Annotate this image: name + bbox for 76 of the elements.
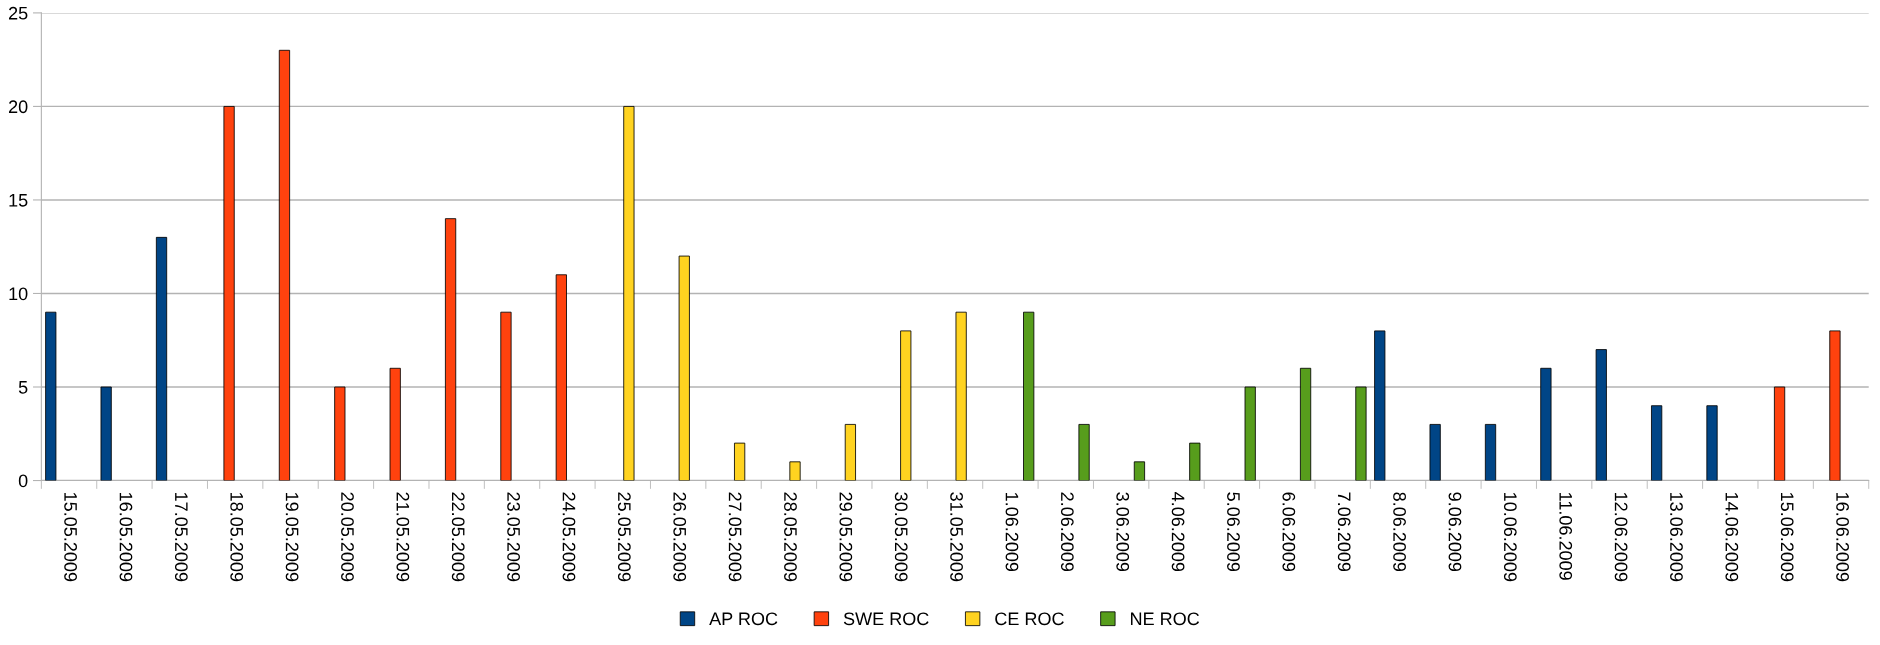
bar <box>1189 442 1201 481</box>
bar <box>389 367 401 481</box>
bar <box>1429 423 1441 481</box>
x-tick-label: 15.05.2009 <box>64 493 77 582</box>
x-tick-label: 25.05.2009 <box>617 492 631 582</box>
bar <box>789 461 801 481</box>
y-tick-label: 10 <box>9 287 28 301</box>
x-tick-label: 14.06.2009 <box>1725 493 1739 582</box>
x-tick-label: 31.05.2009 <box>950 492 963 582</box>
x-tick-label: 26.05.2009 <box>673 492 687 582</box>
bar <box>678 255 690 481</box>
bar <box>955 311 967 481</box>
x-tick-label: 12.06.2009 <box>1614 493 1628 582</box>
bar <box>1133 461 1146 481</box>
y-tick-label: 20 <box>8 100 28 114</box>
bar <box>734 442 746 481</box>
x-tick-label: 10.06.2009 <box>1503 493 1517 582</box>
legend-label: CE ROC <box>995 612 1064 626</box>
y-tick-label: 5 <box>18 381 28 394</box>
x-tick-label: 11.06.2009 <box>1559 493 1573 580</box>
bar <box>1374 330 1386 481</box>
x-tick-label: 8.06.2009 <box>1393 492 1406 572</box>
bar <box>555 274 567 481</box>
bar <box>1078 423 1090 481</box>
bar <box>1773 386 1786 481</box>
x-tick-label: 27.05.2009 <box>728 492 742 582</box>
x-tick-label: 15.06.2009 <box>1780 493 1794 582</box>
x-tick-label: 21.05.2009 <box>396 492 410 582</box>
bar <box>1299 367 1312 481</box>
bar <box>900 330 912 481</box>
x-tick-label: 28.05.2009 <box>784 492 797 582</box>
y-tick-label: 15 <box>9 194 28 207</box>
bar <box>1355 386 1367 481</box>
x-tick-label: 5.06.2009 <box>1227 492 1240 572</box>
bar <box>278 49 291 481</box>
x-tick-label: 17.05.2009 <box>174 493 188 582</box>
bar <box>223 106 235 481</box>
bar <box>1829 330 1841 481</box>
x-tick-label: 9.06.2009 <box>1448 492 1462 572</box>
x-tick-label: 13.06.2009 <box>1670 493 1683 582</box>
x-tick-label: 23.05.2009 <box>507 492 520 582</box>
x-tick-label: 4.06.2009 <box>1171 492 1185 572</box>
x-tick-label: 20.05.2009 <box>341 492 354 582</box>
x-tick-label: 6.06.2009 <box>1282 492 1296 572</box>
x-tick-label: 22.05.2009 <box>451 492 465 582</box>
x-tick-label: 19.05.2009 <box>285 493 299 582</box>
x-tick-label: 24.05.2009 <box>562 492 576 582</box>
bar <box>155 236 168 481</box>
x-tick-label: 3.06.2009 <box>1116 492 1130 572</box>
bar <box>334 386 346 481</box>
x-tick-label: 16.05.2009 <box>119 493 133 582</box>
x-tick-label: 1.06.2009 <box>1005 493 1019 572</box>
y-tick-label: 0 <box>18 474 28 488</box>
x-tick-label: 30.05.2009 <box>894 492 908 582</box>
x-tick-label: 2.06.2009 <box>1060 492 1074 572</box>
bar <box>1484 423 1497 481</box>
bar <box>844 423 856 481</box>
bar <box>1651 405 1663 481</box>
legend-label: NE ROC <box>1131 612 1200 626</box>
bar <box>444 218 457 481</box>
bar <box>500 311 512 481</box>
bar <box>623 106 635 481</box>
bar <box>1595 349 1607 481</box>
bar <box>1706 405 1718 481</box>
bar <box>100 386 112 481</box>
bar <box>45 311 57 481</box>
x-tick-label: 18.05.2009 <box>230 493 244 582</box>
x-tick-label: 29.05.2009 <box>839 492 853 582</box>
x-tick-label: 16.06.2009 <box>1836 493 1849 582</box>
y-tick-label: 25 <box>8 6 28 20</box>
bar <box>1244 386 1256 481</box>
x-tick-label: 7.06.2009 <box>1337 492 1351 572</box>
legend-label: AP ROC <box>709 612 778 626</box>
bar <box>1540 367 1552 481</box>
bar <box>1023 311 1035 481</box>
legend-label: SWE ROC <box>843 612 929 626</box>
